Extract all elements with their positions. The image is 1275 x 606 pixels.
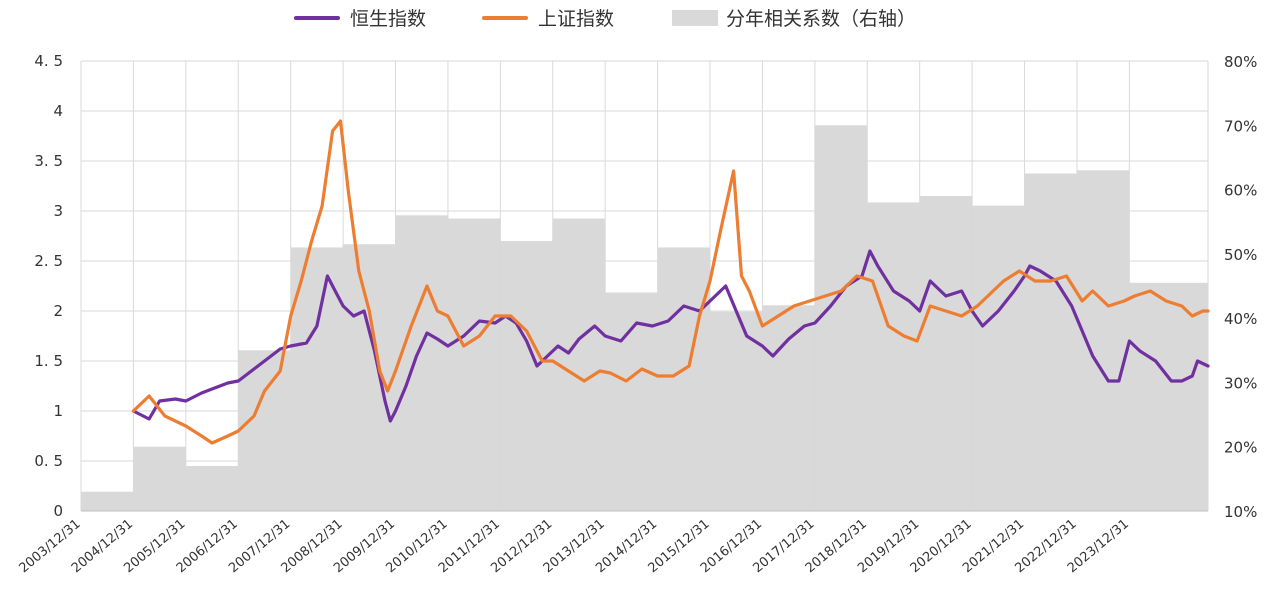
- y2-tick-label: 70%: [1224, 117, 1257, 135]
- y-tick-label: 3. 5: [34, 152, 63, 170]
- y2-tick-label: 20%: [1224, 439, 1257, 457]
- correlation-bar: [1024, 173, 1077, 511]
- legend-swatch: [672, 10, 718, 26]
- correlation-bar: [343, 244, 396, 511]
- correlation-bar: [447, 218, 501, 511]
- y2-tick-label: 50%: [1224, 246, 1257, 264]
- correlation-bar: [133, 446, 186, 511]
- legend-label: 恒生指数: [350, 8, 426, 30]
- legend-label: 上证指数: [538, 8, 614, 30]
- y2-tick-label: 80%: [1224, 53, 1257, 71]
- y-tick-label: 0: [53, 502, 63, 520]
- y-tick-label: 1. 5: [34, 352, 63, 370]
- correlation-bar: [1129, 282, 1208, 511]
- correlation-bar: [919, 196, 973, 511]
- legend: 恒生指数 上证指数 分年相关系数（右轴）: [294, 8, 916, 30]
- correlation-bar: [972, 205, 1025, 511]
- bars-layer: [81, 125, 1208, 512]
- correlation-bar: [81, 491, 134, 511]
- y-tick-label: 4. 5: [34, 52, 63, 70]
- lines-layer: [131, 119, 1210, 445]
- y-tick-label: 1: [53, 402, 63, 420]
- correlation-bar: [657, 247, 711, 511]
- correlation-bar: [185, 466, 239, 511]
- correlation-bar: [395, 215, 448, 512]
- series-line: [131, 249, 1210, 423]
- y2-tick-label: 10%: [1224, 503, 1257, 521]
- y-tick-label: 3: [53, 202, 63, 220]
- correlation-bar: [238, 350, 291, 511]
- y-tick-label: 2. 5: [34, 252, 63, 270]
- y2-tick-label: 60%: [1224, 182, 1257, 200]
- y2-tick-label: 40%: [1224, 310, 1257, 328]
- y-tick-label: 0. 5: [34, 452, 63, 470]
- correlation-bar: [762, 305, 815, 511]
- grid-layer: [80, 60, 1209, 512]
- y2-tick-label: 30%: [1224, 374, 1257, 392]
- legend-label: 分年相关系数（右轴）: [726, 8, 916, 30]
- correlation-bar: [814, 125, 868, 512]
- y-tick-label: 2: [53, 302, 63, 320]
- series-line: [131, 119, 1210, 445]
- correlation-bar: [867, 202, 920, 511]
- correlation-bar: [500, 241, 553, 511]
- y-tick-label: 4: [53, 102, 63, 120]
